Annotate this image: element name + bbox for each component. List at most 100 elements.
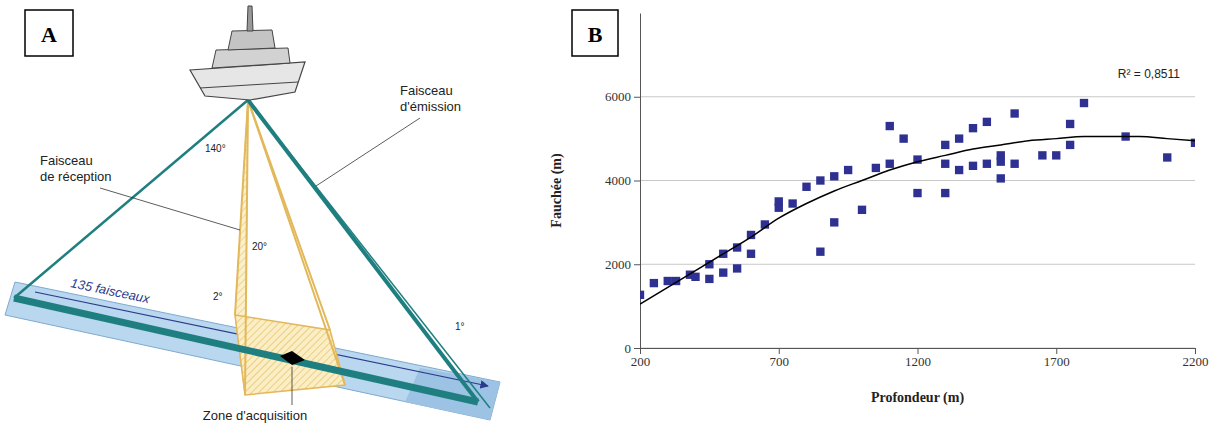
y-tick: 6000: [605, 89, 640, 104]
x-tick: 200: [631, 348, 651, 369]
transmit-beam-edge: [248, 100, 478, 402]
x-tick-label: 200: [631, 354, 651, 369]
scatter-point: [955, 134, 963, 142]
scatter-point: [886, 122, 894, 130]
scatter-point: [816, 176, 824, 184]
y-tick-mark: [634, 181, 640, 182]
scatter-point: [969, 124, 977, 132]
scatter-point: [1163, 153, 1171, 161]
footprint-label: Zone d'acquisition: [203, 408, 307, 423]
y-tick: 4000: [605, 173, 640, 188]
x-tick: 2200: [1183, 348, 1209, 369]
ship-deck: [212, 48, 290, 68]
annotation: R² = 0,8511: [1118, 67, 1180, 81]
scatter-point: [969, 162, 977, 170]
x-tick-mark: [1056, 348, 1057, 354]
angle-label: 2°: [213, 291, 223, 302]
angle-label: 1°: [455, 321, 465, 332]
x-axis-title: Profondeur (m): [871, 390, 965, 406]
scatter-point: [858, 206, 866, 214]
x-axis: 200 700 1200 1700 2200: [631, 348, 1209, 369]
ship-bridge: [228, 30, 275, 50]
scatter-point: [1038, 151, 1046, 159]
scatter-point: [913, 189, 921, 197]
x-tick: 1200: [905, 348, 931, 369]
x-tick: 700: [770, 348, 790, 369]
transmit-beam-label: Faisceaud'émission: [400, 83, 461, 114]
x-tick-label: 2200: [1183, 354, 1209, 369]
leader-line: [100, 188, 240, 230]
scatter-point: [899, 134, 907, 142]
y-axis-title: Fauchée (m): [549, 153, 565, 228]
scatter-point: [955, 166, 963, 174]
scatter-point: [1010, 160, 1018, 168]
scatter-point: [1052, 151, 1060, 159]
scatter-point: [941, 141, 949, 149]
acquisition-zone: [280, 351, 305, 365]
y-tick: 2000: [605, 257, 640, 272]
y-tick-mark: [634, 97, 640, 98]
ship-waterline: [200, 82, 298, 88]
transmit-beam-edge: [248, 100, 490, 408]
scatter-point: [941, 160, 949, 168]
panel-letter-box: [25, 10, 73, 56]
leader-line: [316, 118, 420, 186]
x-tick-mark: [779, 348, 780, 354]
leader-line: [292, 367, 293, 405]
scatter-point: [830, 172, 838, 180]
scatter-point: [691, 273, 699, 281]
beam-count-label: 135 faisceaux: [69, 275, 151, 306]
scatter-point: [997, 174, 1005, 182]
scatter-series: [640, 99, 1195, 299]
scatter-point: [830, 218, 838, 226]
scatter-point: [775, 204, 783, 212]
receive-beam-edge: [248, 100, 345, 385]
scatter-point: [941, 189, 949, 197]
scatter-point: [983, 160, 991, 168]
scatter-point: [705, 275, 713, 283]
x-tick-mark: [918, 348, 919, 354]
grid-line: [640, 96, 1195, 97]
x-tick-label: 1700: [1044, 354, 1070, 369]
y-tick-label: 4000: [605, 173, 631, 188]
scatter-point: [1066, 141, 1074, 149]
scatter-point: [872, 164, 880, 172]
marks: [640, 99, 1195, 304]
x-tick-mark: [1195, 348, 1196, 354]
scatter-point: [997, 157, 1005, 165]
scatter-point: [733, 264, 741, 272]
swath: [5, 282, 500, 420]
y-tick-mark: [634, 264, 640, 265]
ship-hull: [190, 62, 305, 100]
transmit-beam-edge: [14, 100, 248, 298]
panel-letter: B: [588, 22, 603, 47]
scatter-point: [802, 183, 810, 191]
y-tick-mark: [634, 348, 640, 349]
panel-b: 200 700 1200 1700 2200 0 2000 4000 6000 Profondeu…: [549, 10, 1209, 406]
angle-label: 20°: [252, 241, 267, 252]
panel-letter: A: [41, 22, 57, 47]
y-tick: 0: [625, 341, 641, 356]
y-tick-label: 0: [625, 341, 632, 356]
panel-letter-box: [572, 10, 618, 56]
figure: A Faisceaude réception Faisceaud'émission 1…: [0, 0, 1218, 430]
y-tick-label: 6000: [605, 89, 631, 104]
receive-beam-label: Faisceaude réception: [40, 153, 112, 184]
x-tick: 1700: [1044, 348, 1070, 369]
x-tick-label: 700: [770, 354, 790, 369]
grid-line: [640, 180, 1195, 181]
scatter-point: [650, 279, 658, 287]
scatter-point: [844, 166, 852, 174]
y-axis: 0 2000 4000 6000: [605, 14, 641, 356]
scatter-point: [747, 250, 755, 258]
scatter-point: [1066, 120, 1074, 128]
angle-label: 140°: [205, 143, 226, 154]
scatter-point: [1010, 109, 1018, 117]
panel-a: A Faisceaude réception Faisceaud'émission 1…: [5, 6, 500, 423]
scatter-point: [640, 291, 644, 299]
x-tick-label: 1200: [905, 354, 931, 369]
scatter-point: [719, 268, 727, 276]
scatter-point: [886, 160, 894, 168]
grid: [640, 97, 1195, 348]
scatter-point: [816, 248, 824, 256]
